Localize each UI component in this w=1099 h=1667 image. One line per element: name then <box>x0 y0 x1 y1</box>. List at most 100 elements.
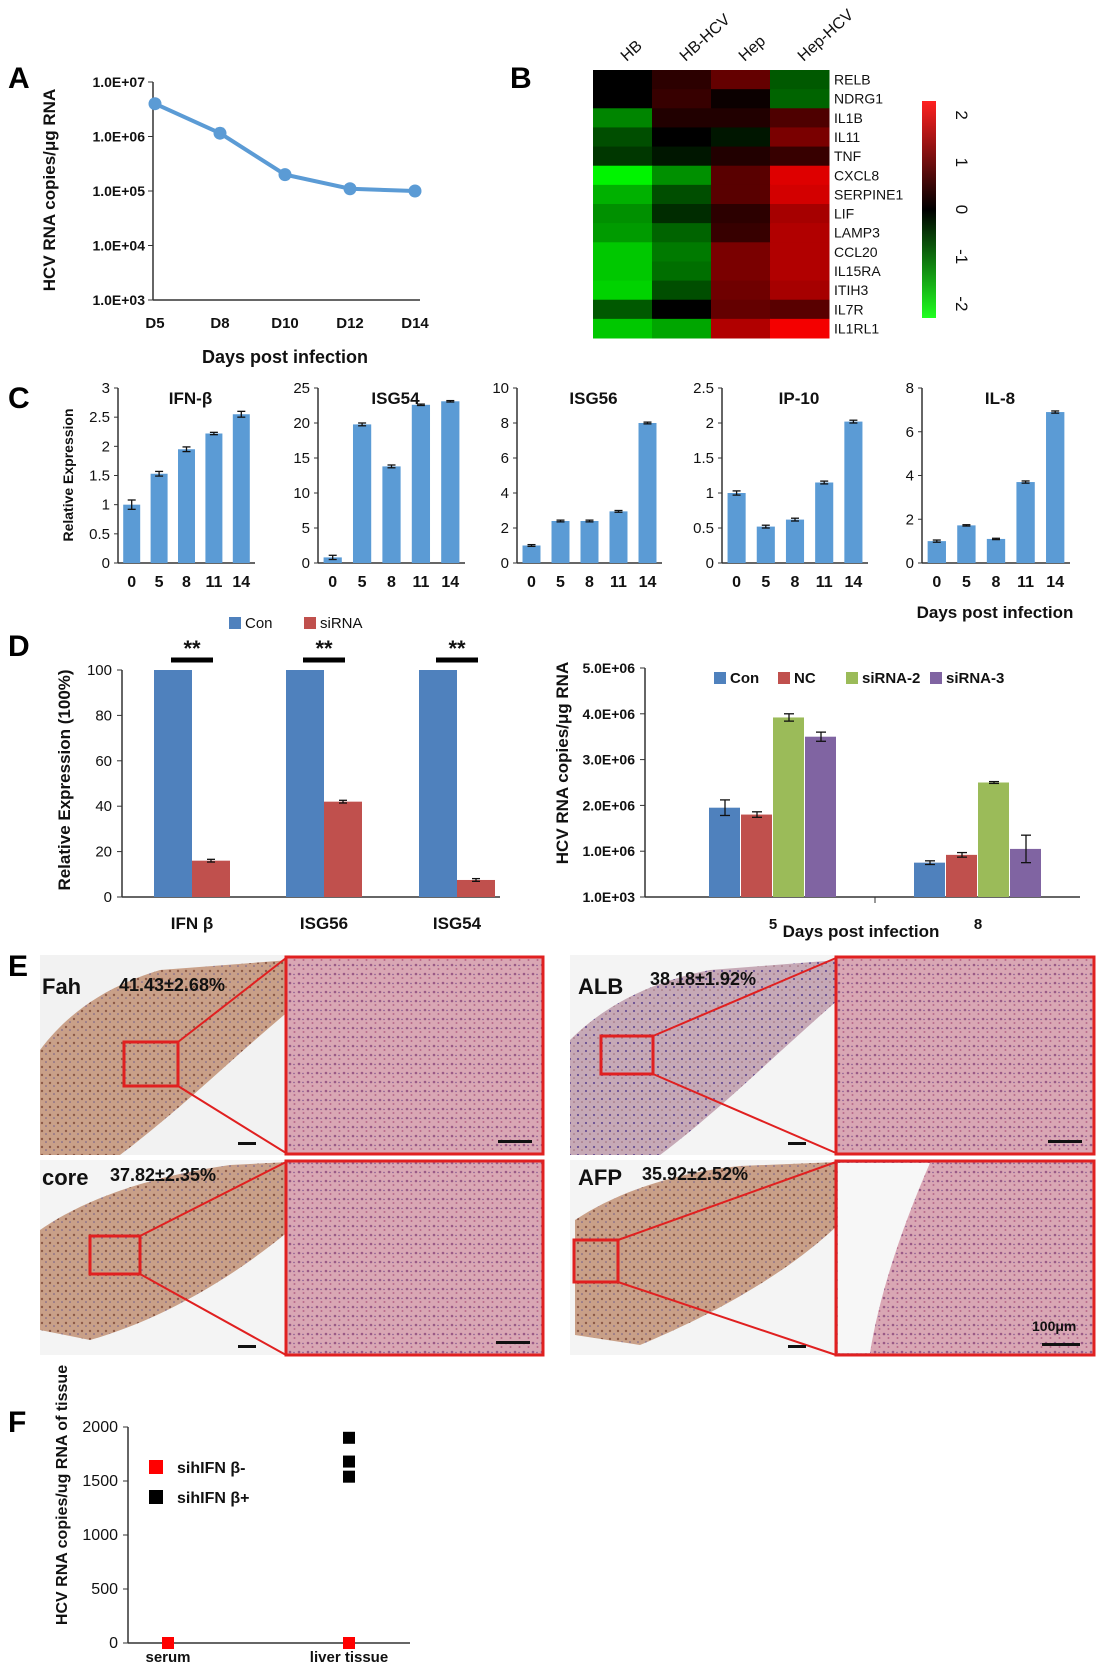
x-tick-label: ISG54 <box>433 914 482 933</box>
y-tick-label: 20 <box>293 415 310 432</box>
y-axis-title: Relative Expression (100%) <box>55 669 74 890</box>
x-tick-label: serum <box>145 1649 190 1666</box>
bar <box>411 404 431 563</box>
chart-title: ISG56 <box>569 389 617 408</box>
heatmap-row-label: IL15RA <box>834 263 881 279</box>
heatmap-column-label: Hep <box>736 33 769 65</box>
tissue-value-afp: 35.92±2.52% <box>642 1164 748 1184</box>
y-tick-label: 0 <box>302 555 310 572</box>
significance-marker: ** <box>448 636 466 661</box>
panel-label-e: E <box>8 950 28 983</box>
x-tick-label: 0 <box>527 574 536 591</box>
x-tick-label: D12 <box>336 315 364 332</box>
y-tick-label: 1.0E+07 <box>92 74 145 90</box>
heatmap-cell <box>593 223 653 243</box>
legend-label: Con <box>245 615 273 632</box>
x-tick-label: 14 <box>1046 574 1064 591</box>
tissue-core-section <box>40 1159 545 1357</box>
x-tick-label: 14 <box>845 574 863 591</box>
tissue-marker-core: core <box>42 1165 89 1190</box>
heatmap-cell <box>711 280 771 301</box>
chart-tissue-hcv-rna: 0 500 1000 1500 2000 serum liver tissue sihIFN … <box>54 1365 410 1666</box>
bar <box>815 482 834 563</box>
chart-title: ISG54 <box>371 389 420 408</box>
heatmap-cell <box>711 223 771 243</box>
heatmap-row-label: CXCL8 <box>834 167 879 183</box>
y-tick-label: 1.0E+03 <box>582 889 635 905</box>
y-tick-label: 2 <box>102 438 110 455</box>
heatmap-column-label: Hep-HCV <box>795 6 857 65</box>
x-tick-label: 11 <box>816 574 833 591</box>
chart-ip10-expression: 0 0.5 1 1.5 2 2.5 0 5 8 11 14 IP-10 <box>693 380 868 591</box>
data-point <box>408 184 422 198</box>
bar <box>441 401 460 563</box>
y-tick-label: 8 <box>501 415 509 432</box>
y-tick-label: 2000 <box>82 1419 118 1436</box>
heatmap-cell <box>593 299 653 320</box>
x-tick-label: 5 <box>761 574 770 591</box>
panel-label-d: D <box>8 630 30 663</box>
heatmap-cell <box>711 127 771 148</box>
heatmap-cell <box>593 280 653 301</box>
data-point <box>343 182 357 196</box>
x-tick-label: D8 <box>210 315 229 332</box>
scale-bar-label: 100μm <box>1032 1318 1077 1334</box>
legend-label: siRNA-2 <box>862 670 920 687</box>
x-tick-label: 5 <box>155 574 164 591</box>
bar <box>150 473 168 563</box>
bar <box>324 801 362 897</box>
x-tick-label: liver tissue <box>310 1649 388 1666</box>
bar <box>178 449 195 563</box>
y-tick-label: 5.0E+06 <box>582 660 635 676</box>
chart-cytokine-heatmap: HB HB-HCV Hep Hep-HCV RELB NDRG1 IL1B IL11 TNF CX… <box>593 6 971 339</box>
y-tick-label: 4 <box>501 485 509 502</box>
heatmap-cell <box>652 223 712 243</box>
y-tick-label: 1.0E+04 <box>92 238 145 254</box>
colorbar-tick-label: 0 <box>952 205 971 214</box>
bar <box>522 545 541 563</box>
heatmap-column-label: HB-HCV <box>677 11 734 65</box>
y-tick-label: 60 <box>95 753 112 770</box>
x-tick-label: 0 <box>328 574 337 591</box>
bar <box>986 538 1006 563</box>
x-tick-label: 11 <box>205 574 222 591</box>
y-tick-label: 500 <box>91 1581 118 1598</box>
x-tick-label: 5 <box>769 916 777 933</box>
bar <box>709 807 740 897</box>
y-tick-label: 4 <box>906 468 914 485</box>
bar <box>419 670 457 897</box>
legend-swatch <box>149 1460 163 1474</box>
scale-bar <box>788 1345 806 1348</box>
x-tick-label: 11 <box>1017 574 1034 591</box>
y-tick-label: 6 <box>501 450 509 467</box>
heatmap-cell <box>652 127 712 148</box>
heatmap-cell <box>770 146 830 167</box>
scale-bar <box>788 1142 806 1145</box>
panel-label-b: B <box>510 62 532 95</box>
heatmap-cell <box>593 70 653 90</box>
heatmap-row-label: SERPINE1 <box>834 186 903 202</box>
heatmap-cell <box>770 108 830 128</box>
x-axis-title: Days post infection <box>783 922 940 941</box>
x-tick-label: D14 <box>401 315 429 332</box>
colorbar-tick-label: 2 <box>952 110 971 119</box>
y-tick-label: 1 <box>102 497 110 514</box>
bar <box>638 423 657 563</box>
heatmap-row-label: RELB <box>834 72 871 88</box>
tissue-alb-section <box>570 955 1096 1156</box>
tissue-afp-section <box>570 1159 1096 1357</box>
y-tick-label: 4.0E+06 <box>582 706 635 722</box>
heatmap-cell <box>652 204 712 224</box>
panel-label-c: C <box>8 382 30 415</box>
y-tick-label: 3 <box>102 380 110 397</box>
tissue-staining-panel <box>40 955 1096 1357</box>
bar <box>1046 412 1065 563</box>
y-tick-label: 40 <box>95 798 112 815</box>
chart-title: IP-10 <box>779 389 820 408</box>
data-point <box>343 1455 355 1468</box>
chart-hcv-rna-sirna: 1.0E+03 1.0E+06 2.0E+06 3.0E+06 4.0E+06 5.0E+… <box>553 660 1080 941</box>
heatmap-cell <box>593 89 653 109</box>
heatmap-cell <box>770 299 830 320</box>
colorbar <box>922 101 936 318</box>
data-point <box>162 1637 174 1649</box>
